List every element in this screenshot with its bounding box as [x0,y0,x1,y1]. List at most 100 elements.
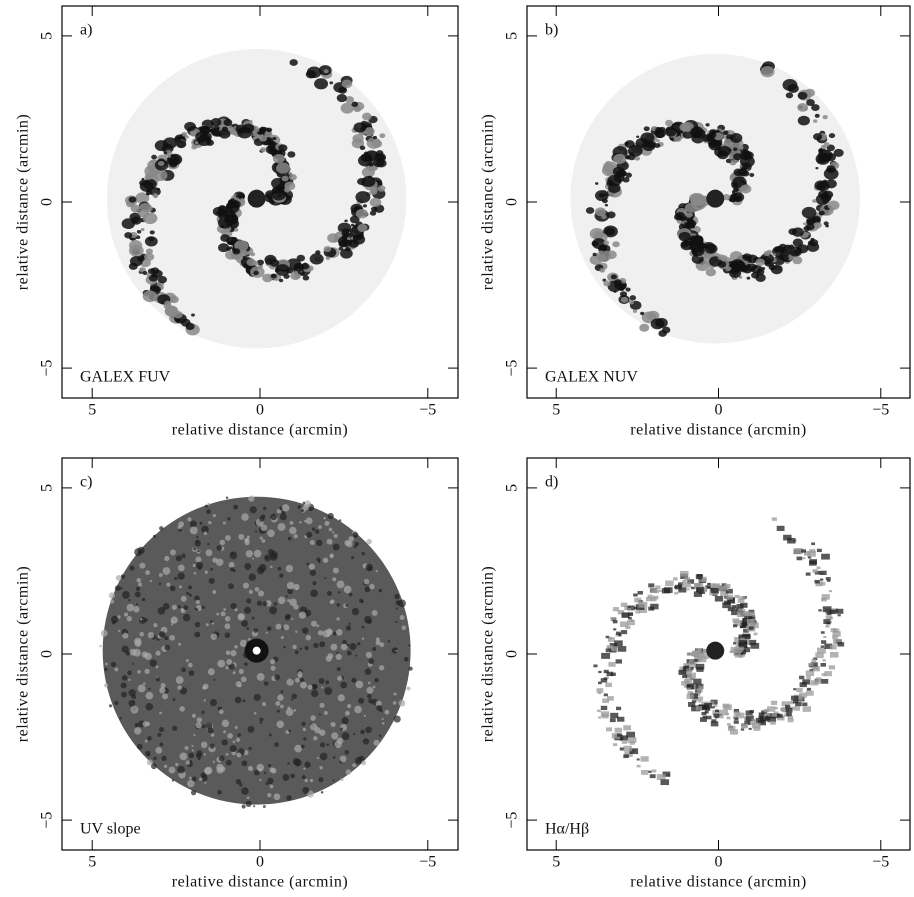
galaxy-texture [279,513,287,521]
galaxy-texture [133,606,140,613]
galaxy-texture [153,623,158,628]
galaxy-texture [718,261,727,268]
galaxy-texture [344,219,348,223]
galaxy-texture [244,606,251,614]
galaxy-texture [374,678,379,683]
galaxy-texture [275,264,290,276]
galaxy-texture [722,602,731,609]
galaxy-texture [128,598,131,602]
galaxy-texture [640,756,649,762]
galaxy-texture [345,247,351,252]
galaxy-texture [194,540,201,547]
galaxy-texture [812,569,818,573]
galaxy-texture [134,591,141,598]
galaxy-texture [387,639,391,643]
panel-label: a) [80,22,92,39]
galaxy-texture [267,792,272,798]
galaxy-texture [612,607,620,612]
galaxy-texture [220,224,225,229]
galaxy-texture [686,694,694,700]
galaxy-texture [364,586,371,593]
galaxy-texture [153,756,157,761]
galaxy-texture [236,752,242,758]
galaxy-texture [230,602,237,610]
galaxy-texture [698,686,704,690]
galaxy-texture [368,698,374,704]
galaxy-texture [765,713,770,717]
galaxy-texture [655,127,664,134]
galaxy-texture [253,711,257,715]
y-tick-label: 0 [39,198,56,206]
galaxy-texture [191,313,195,317]
galaxy-texture [118,629,121,633]
galaxy-texture [177,525,182,530]
galaxy-texture [263,771,267,774]
galaxy-texture [147,736,152,741]
galaxy-texture [806,675,811,680]
galaxy-texture [684,665,689,669]
galaxy-texture [135,586,141,592]
galaxy-texture [145,570,151,575]
galaxy-texture [193,734,196,737]
galaxy-texture [731,198,737,203]
galaxy-texture [357,154,373,167]
galaxy-core [706,641,725,660]
galaxy-texture [825,577,831,581]
galaxy-texture [331,732,339,740]
galaxy-texture [130,705,139,714]
galaxy-texture [827,579,831,582]
galaxy-texture [619,621,629,627]
galaxy-texture [216,763,224,772]
galaxy-texture [370,206,378,212]
galaxy-texture [281,175,289,182]
galaxy-texture [323,245,332,253]
galaxy-texture [616,631,621,635]
galaxy-texture [285,595,288,598]
galaxy-texture [316,624,320,628]
galaxy-texture [271,188,287,201]
galaxy-texture [210,733,215,737]
galaxy-texture [377,185,386,192]
galaxy-texture [242,582,249,589]
galaxy-texture [217,789,222,795]
galaxy-texture [348,536,355,542]
galaxy-texture [178,642,182,646]
galaxy-texture [654,143,661,148]
galaxy-texture [627,737,637,744]
galaxy-texture [277,522,286,531]
galaxy-texture [195,722,202,729]
galaxy-texture [378,734,382,738]
galaxy-texture [686,588,690,591]
galaxy-texture [733,720,739,724]
galaxy-texture [807,550,816,557]
galaxy-texture [640,311,645,316]
galaxy-texture [369,210,377,216]
galaxy-texture [344,539,351,546]
galaxy-texture [196,535,199,539]
galaxy-texture [164,636,169,641]
galaxy-texture [731,190,736,194]
galaxy-texture [815,652,824,659]
galaxy-texture [258,135,268,142]
galaxy-texture [247,765,254,772]
galaxy-texture [240,676,247,683]
galaxy-texture [157,732,162,737]
galaxy-texture [210,567,213,571]
galaxy-texture [346,650,352,656]
galaxy-texture [249,252,256,257]
galaxy-texture [161,755,167,761]
galaxy-texture [136,230,142,234]
galaxy-texture [704,710,709,714]
galaxy-texture [646,310,660,321]
galaxy-texture [245,550,253,558]
galaxy-texture [287,536,292,541]
galaxy-texture [128,262,138,270]
y-axis-label: relative distance (arcmin) [15,566,32,742]
galaxy-texture [297,271,302,274]
galaxy-texture [338,231,342,234]
galaxy-texture [329,600,334,604]
galaxy-texture [336,667,341,672]
galaxy-texture [246,535,250,539]
galaxy-texture [648,583,655,588]
galaxy-texture [299,647,303,651]
